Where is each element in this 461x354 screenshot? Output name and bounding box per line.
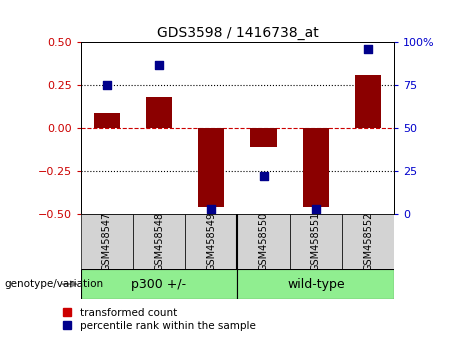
Point bbox=[155, 62, 163, 68]
Bar bbox=[250, 128, 277, 147]
Point bbox=[364, 46, 372, 52]
Title: GDS3598 / 1416738_at: GDS3598 / 1416738_at bbox=[157, 26, 318, 40]
Bar bbox=[81, 269, 237, 299]
Bar bbox=[198, 128, 225, 207]
Text: GSM458549: GSM458549 bbox=[206, 212, 216, 271]
Text: genotype/variation: genotype/variation bbox=[5, 279, 104, 289]
Bar bbox=[355, 75, 381, 128]
Bar bbox=[133, 214, 185, 269]
Point bbox=[260, 173, 267, 179]
Text: GSM458552: GSM458552 bbox=[363, 212, 373, 271]
Bar bbox=[185, 214, 237, 269]
Text: GSM458551: GSM458551 bbox=[311, 212, 321, 271]
Point bbox=[103, 82, 111, 88]
Text: p300 +/-: p300 +/- bbox=[131, 278, 187, 291]
Bar bbox=[237, 269, 394, 299]
Bar bbox=[290, 214, 342, 269]
Legend: transformed count, percentile rank within the sample: transformed count, percentile rank withi… bbox=[63, 308, 255, 331]
Text: GSM458548: GSM458548 bbox=[154, 212, 164, 271]
Text: wild-type: wild-type bbox=[287, 278, 344, 291]
Bar bbox=[237, 214, 290, 269]
Bar bbox=[146, 97, 172, 128]
Bar bbox=[303, 128, 329, 207]
Text: GSM458547: GSM458547 bbox=[102, 212, 112, 271]
Bar bbox=[342, 214, 394, 269]
Point bbox=[312, 206, 319, 212]
Bar bbox=[81, 214, 133, 269]
Bar bbox=[94, 113, 120, 128]
Point bbox=[207, 206, 215, 212]
Text: GSM458550: GSM458550 bbox=[259, 212, 269, 271]
